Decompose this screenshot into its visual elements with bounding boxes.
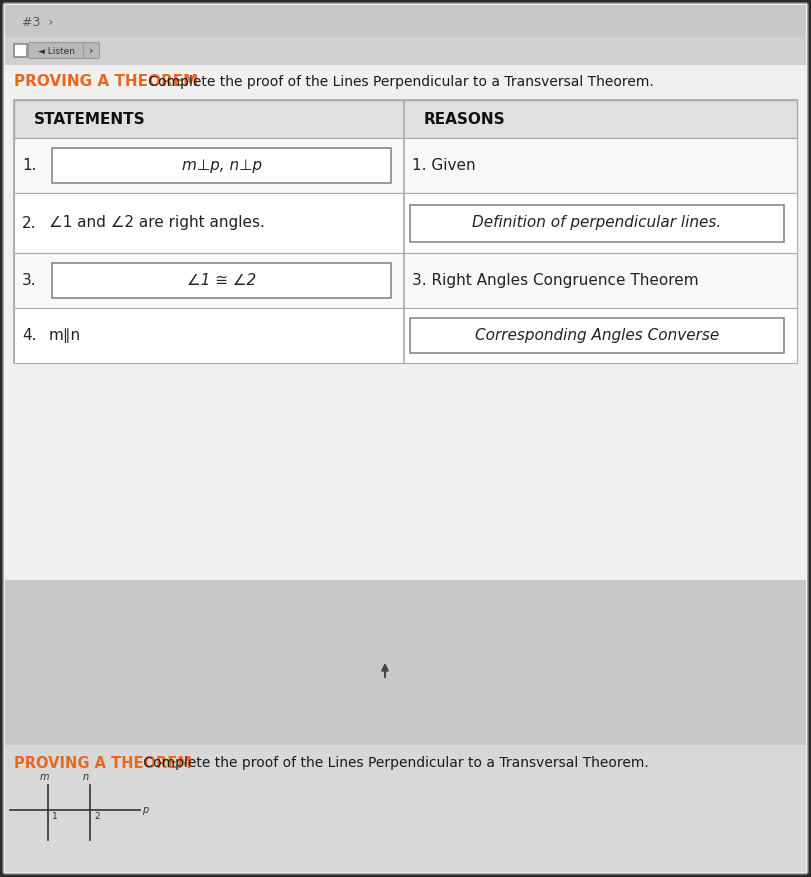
Text: n: n xyxy=(83,772,89,782)
FancyBboxPatch shape xyxy=(410,318,784,353)
Bar xyxy=(14,100,797,363)
Text: ∠1 ≅ ∠2: ∠1 ≅ ∠2 xyxy=(187,273,256,288)
Text: ◄ Listen: ◄ Listen xyxy=(37,46,75,55)
Text: 2.: 2. xyxy=(22,216,36,231)
Bar xyxy=(5,580,806,745)
Text: Complete the proof of the Lines Perpendicular to a Transversal Theorem.: Complete the proof of the Lines Perpendi… xyxy=(139,756,649,770)
Text: m⊥p, n⊥p: m⊥p, n⊥p xyxy=(182,158,261,173)
Text: ›: › xyxy=(89,46,93,56)
Bar xyxy=(5,37,806,65)
FancyBboxPatch shape xyxy=(52,263,391,297)
Text: 1. Given: 1. Given xyxy=(412,158,475,173)
Text: m: m xyxy=(39,772,49,782)
Text: Definition of perpendicular lines.: Definition of perpendicular lines. xyxy=(472,216,722,231)
Text: Complete the proof of the Lines Perpendicular to a Transversal Theorem.: Complete the proof of the Lines Perpendi… xyxy=(144,75,654,89)
Bar xyxy=(5,745,806,872)
Bar xyxy=(14,308,797,363)
Text: #3  ›: #3 › xyxy=(22,16,54,28)
Bar xyxy=(14,193,797,253)
Text: 3. Right Angles Congruence Theorem: 3. Right Angles Congruence Theorem xyxy=(412,273,698,288)
FancyBboxPatch shape xyxy=(84,42,100,59)
FancyBboxPatch shape xyxy=(3,3,808,874)
Text: ∠1 and ∠2 are right angles.: ∠1 and ∠2 are right angles. xyxy=(49,216,265,231)
Text: m∥n: m∥n xyxy=(49,328,81,343)
FancyBboxPatch shape xyxy=(410,204,784,241)
Text: 4.: 4. xyxy=(22,328,36,343)
Bar xyxy=(14,100,797,138)
Text: 1: 1 xyxy=(52,812,58,821)
Bar xyxy=(14,44,27,57)
FancyBboxPatch shape xyxy=(28,42,84,59)
Text: 1.: 1. xyxy=(22,158,36,173)
Bar xyxy=(14,138,797,193)
Text: PROVING A THEOREM: PROVING A THEOREM xyxy=(14,755,192,771)
Text: STATEMENTS: STATEMENTS xyxy=(34,111,146,126)
Bar xyxy=(14,253,797,308)
Text: REASONS: REASONS xyxy=(424,111,505,126)
Text: p: p xyxy=(142,805,148,815)
Text: 2: 2 xyxy=(94,812,100,821)
FancyBboxPatch shape xyxy=(52,148,391,182)
Text: 3.: 3. xyxy=(22,273,36,288)
Bar xyxy=(5,5,806,37)
Text: PROVING A THEOREM: PROVING A THEOREM xyxy=(14,75,198,89)
Text: Corresponding Angles Converse: Corresponding Angles Converse xyxy=(475,328,719,343)
